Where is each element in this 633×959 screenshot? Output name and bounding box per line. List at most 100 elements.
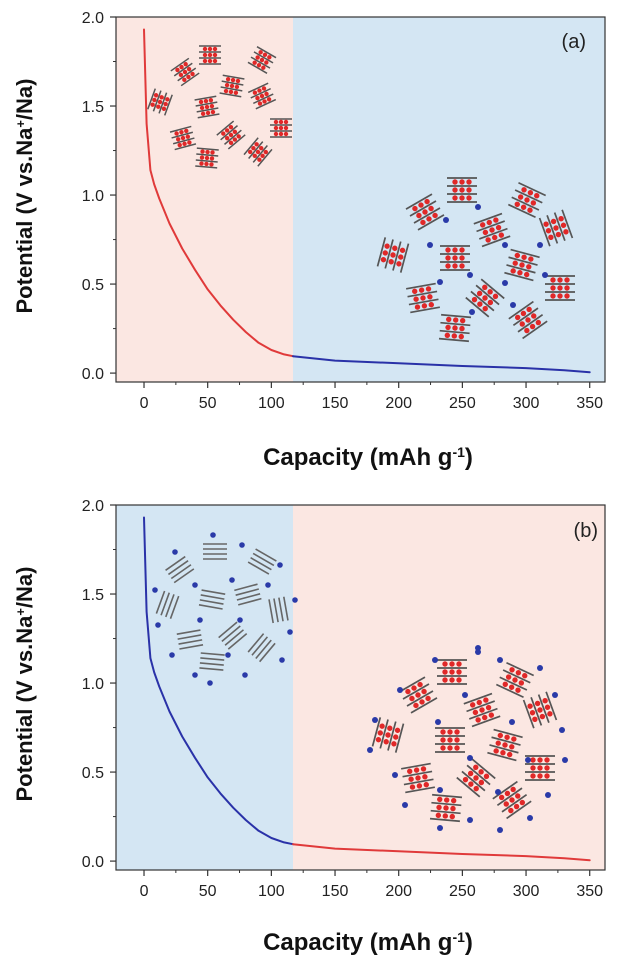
sodium-ion: [292, 597, 298, 603]
sodium-ion: [372, 717, 378, 723]
sodium-ion: [192, 582, 198, 588]
panel-b: 0 50 100 150 200 250 300 350 0.0 0.5 1.0 1.5 2.0 (b)…: [12, 498, 606, 956]
series-line-2: [292, 843, 591, 862]
sodium-ion: [542, 272, 548, 278]
sodium-ion: [469, 309, 475, 315]
sodium-ion: [495, 789, 501, 795]
shaded-region: [293, 505, 605, 870]
series-lines: [143, 28, 591, 374]
series-line-1: [143, 28, 294, 358]
y-tick-label: 0.5: [82, 765, 104, 782]
sodium-ion: [237, 617, 243, 623]
x-tick-label: 300: [513, 395, 540, 412]
plot-frame: [115, 16, 606, 383]
sodium-ion: [462, 692, 468, 698]
sodium-ion: [552, 692, 558, 698]
x-tick-label: 100: [258, 883, 285, 900]
x-tick-label: 0: [140, 883, 149, 900]
sodium-ion: [537, 665, 543, 671]
sodium-ion: [192, 672, 198, 678]
x-tick-label: 200: [385, 395, 412, 412]
sodium-ion: [239, 542, 245, 548]
x-tick-label: 250: [449, 883, 476, 900]
sodium-ion: [392, 772, 398, 778]
sodium-ion: [510, 302, 516, 308]
sodium-ion: [197, 617, 203, 623]
sodium-ion: [443, 217, 449, 223]
x-axis-label: Capacity (mAh g-1): [263, 444, 473, 471]
y-axis-label: Potential (V vs.Na+/Na): [12, 79, 37, 314]
x-tick-label: 50: [199, 883, 217, 900]
x-tick-label: 250: [449, 395, 476, 412]
x-tick-label: 350: [576, 883, 603, 900]
sodium-ion: [527, 815, 533, 821]
y-tick-label: 0.0: [82, 854, 104, 871]
sodium-ion: [537, 242, 543, 248]
tick-labels: 0 50 100 150 200 250 300 350 0.0 0.5 1.0 1.5 2.0: [82, 498, 603, 900]
sodium-ion: [497, 657, 503, 663]
tick-labels: 0 50 100 150 200 250 300 350 0.0 0.5 1.0 1.5 2.0: [82, 10, 603, 412]
series-line-2: [292, 355, 591, 374]
shaded-region: [116, 17, 294, 382]
schematic-disordered-layers: [152, 532, 298, 686]
plot-frame: [115, 504, 606, 871]
sodium-ion: [265, 582, 271, 588]
axis-ticks: [110, 16, 591, 388]
sodium-ion: [467, 817, 473, 823]
x-tick-label: 150: [322, 883, 349, 900]
sodium-ion: [437, 825, 443, 831]
sodium-ion: [475, 204, 481, 210]
sodium-ion: [242, 672, 248, 678]
sodium-ion: [397, 687, 403, 693]
sodium-ion: [210, 532, 216, 538]
sodium-ion: [207, 680, 213, 686]
sodium-ion: [497, 827, 503, 833]
panel-label: (b): [574, 520, 598, 542]
axis-ticks: [110, 504, 591, 876]
x-tick-label: 300: [513, 883, 540, 900]
series-lines: [143, 516, 591, 862]
sodium-ion: [279, 657, 285, 663]
sodium-ion: [225, 652, 231, 658]
sodium-ion: [467, 755, 473, 761]
sodium-ion: [559, 727, 565, 733]
y-tick-label: 2.0: [82, 10, 104, 27]
x-tick-label: 150: [322, 395, 349, 412]
sodium-ion: [169, 652, 175, 658]
sodium-ion: [502, 242, 508, 248]
sodium-ion: [509, 719, 515, 725]
panel-a: 0 50 100 150 200 250 300 350 0.0 0.5 1.0 1.5 2.0 (a)…: [12, 10, 606, 471]
sodium-ion: [402, 802, 408, 808]
sodium-ion: [525, 757, 531, 763]
sodium-ion: [502, 280, 508, 286]
y-tick-label: 1.5: [82, 99, 104, 116]
shaded-regions: [116, 505, 605, 870]
sodium-ion: [475, 649, 481, 655]
sodium-ion: [172, 549, 178, 555]
sodium-ion: [437, 279, 443, 285]
sodium-ion: [427, 242, 433, 248]
series-line-1: [143, 516, 294, 846]
sodium-ion: [467, 272, 473, 278]
y-tick-label: 1.0: [82, 188, 104, 205]
y-tick-label: 2.0: [82, 498, 104, 515]
sodium-ion: [437, 787, 443, 793]
sodium-ion: [229, 577, 235, 583]
sodium-ion: [152, 587, 158, 593]
sodium-ion: [545, 792, 551, 798]
x-tick-label: 100: [258, 395, 285, 412]
x-tick-label: 200: [385, 883, 412, 900]
sodium-ion: [367, 747, 373, 753]
sodium-ion: [277, 562, 283, 568]
x-axis-label: Capacity (mAh g-1): [263, 929, 473, 956]
sodium-ion: [432, 657, 438, 663]
y-tick-label: 1.0: [82, 676, 104, 693]
sodium-ion: [287, 629, 293, 635]
schematic-sodiated-domains-large: [367, 645, 568, 833]
y-tick-label: 1.5: [82, 587, 104, 604]
x-tick-label: 50: [199, 395, 217, 412]
y-tick-label: 0.5: [82, 277, 104, 294]
sodium-ion: [155, 622, 161, 628]
sodium-ion: [435, 719, 441, 725]
